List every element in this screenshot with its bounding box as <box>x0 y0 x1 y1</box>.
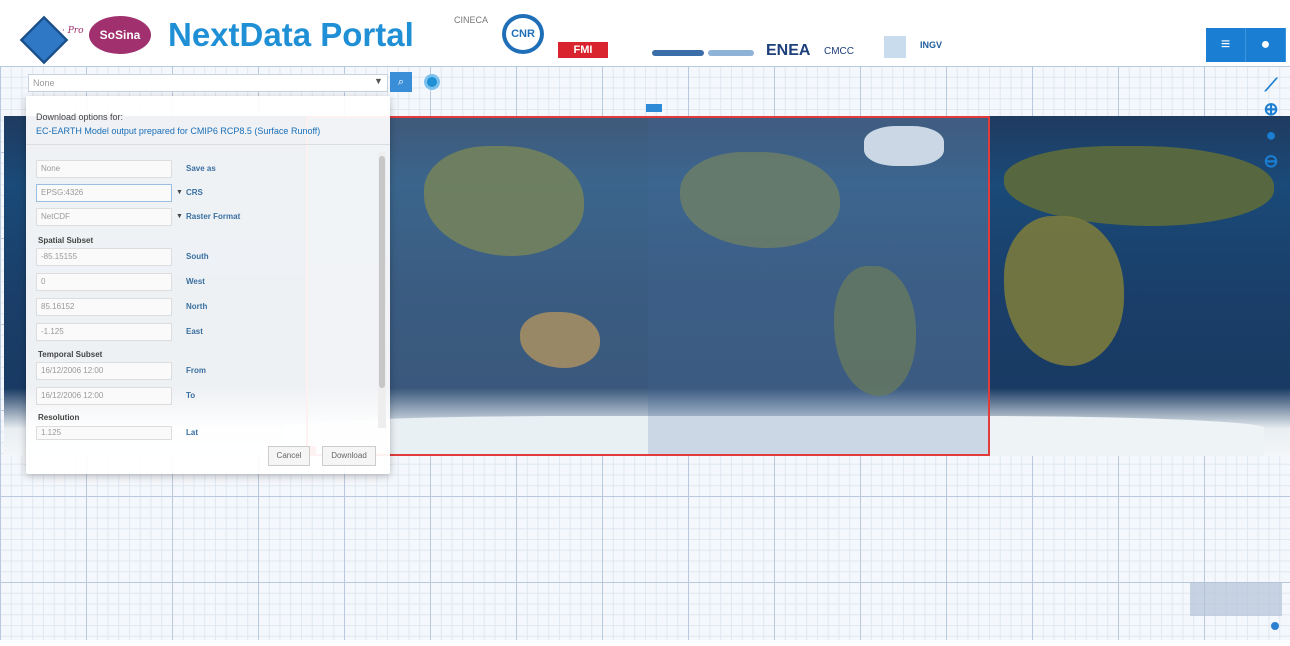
east-input[interactable]: -1.125 <box>36 323 172 341</box>
spatial-subset-title: Spatial Subset <box>38 236 94 245</box>
save-as-input[interactable]: None <box>36 160 172 178</box>
land-asia <box>424 146 584 256</box>
zoom-in-icon[interactable]: ⊕ <box>1263 99 1279 119</box>
chevron-down-icon[interactable]: ▼ <box>176 189 183 196</box>
partner-logo-cmcc: CMCC <box>824 46 854 57</box>
north-input[interactable]: 85.16152 <box>36 298 172 316</box>
from-input[interactable]: 16/12/2006 12:00 <box>36 362 172 380</box>
partner-logo-enea: ENEA <box>766 42 811 59</box>
bbox-handle-top[interactable] <box>646 104 662 112</box>
partner-logo-cineca: CINECA <box>453 15 488 25</box>
search-button[interactable]: ⌕ <box>390 72 412 92</box>
to-label: To <box>186 391 196 400</box>
panel-heading-text: Download options for: <box>36 112 124 122</box>
partner-logo-3 <box>884 36 906 58</box>
east-label: East <box>186 327 203 336</box>
nextdata-logo <box>8 8 69 65</box>
overview-toggle-icon[interactable] <box>1271 622 1279 630</box>
land-australia <box>520 312 600 368</box>
divider <box>26 144 390 145</box>
partner-logo-ingv: INGV <box>920 40 943 50</box>
header-bar: · Pro SoSina NextData Portal CINECA CNR … <box>0 0 1290 66</box>
chevron-down-icon[interactable]: ▼ <box>176 213 183 220</box>
locate-button[interactable] <box>424 74 440 90</box>
bbox-selection[interactable] <box>306 116 990 456</box>
west-label: West <box>186 277 205 286</box>
resolution-title: Resolution <box>38 413 80 422</box>
save-as-label: Save as <box>186 164 216 173</box>
download-options-panel: Download options for: EC-EARTH Model out… <box>26 96 390 474</box>
west-input[interactable]: 0 <box>36 273 172 291</box>
panel-scrollbar-thumb[interactable] <box>379 156 385 388</box>
chevron-down-icon[interactable]: ▼ <box>374 76 383 86</box>
panel-heading: Download options for: EC-EARTH Model out… <box>36 110 376 138</box>
south-input[interactable]: -85.15155 <box>36 248 172 266</box>
lat-label: Lat <box>186 428 198 437</box>
to-input[interactable]: 16/12/2006 12:00 <box>36 387 172 405</box>
search-icon: ⌕ <box>397 76 405 88</box>
lat-input[interactable]: 1.125 <box>36 426 172 440</box>
download-button[interactable]: Download <box>322 446 376 466</box>
partner-logo-1 <box>652 50 704 56</box>
portal-title: NextData Portal <box>168 16 414 53</box>
dataset-name: EC-EARTH Model output prepared for CMIP6… <box>36 126 321 136</box>
land-south-america <box>834 266 916 396</box>
layer-search-input[interactable]: None <box>28 74 388 92</box>
logo-tagline: · Pro <box>62 26 84 36</box>
partner-logo-2 <box>708 50 754 56</box>
land-greenland <box>864 126 944 166</box>
globe-icon[interactable]: ● <box>1265 125 1277 145</box>
temporal-subset-title: Temporal Subset <box>38 350 103 359</box>
partner-logo-fmi: FMI <box>558 42 608 58</box>
land-antarctica <box>284 416 1264 456</box>
north-label: North <box>186 302 208 311</box>
from-label: From <box>186 366 206 375</box>
selection-shade <box>648 116 990 456</box>
land-africa <box>1004 216 1124 366</box>
user-icon: ● <box>1260 36 1271 53</box>
hamburger-icon: ≡ <box>1220 36 1231 53</box>
partner-logo-cnr: CNR <box>502 14 544 54</box>
crs-label: CRS <box>186 188 203 197</box>
cancel-button[interactable]: Cancel <box>268 446 310 466</box>
land-eurasia <box>1004 146 1274 226</box>
overview-map[interactable] <box>1190 582 1282 616</box>
land-north-america <box>680 152 840 248</box>
menu-button[interactable]: ≡ <box>1206 28 1246 62</box>
partner-logos: CINECA CNR FMI ENEA CMCC INGV <box>450 14 970 60</box>
sosina-logo: SoSina <box>89 16 151 54</box>
zoom-out-icon[interactable]: ⊖ <box>1263 151 1279 171</box>
measure-icon[interactable]: ⟋ <box>1264 75 1278 95</box>
raster-format-select[interactable]: NetCDF <box>36 208 172 226</box>
crs-select[interactable]: EPSG:4326 <box>36 184 172 202</box>
user-button[interactable]: ● <box>1246 28 1286 62</box>
south-label: South <box>186 252 209 261</box>
raster-format-label: Raster Format <box>186 212 241 221</box>
